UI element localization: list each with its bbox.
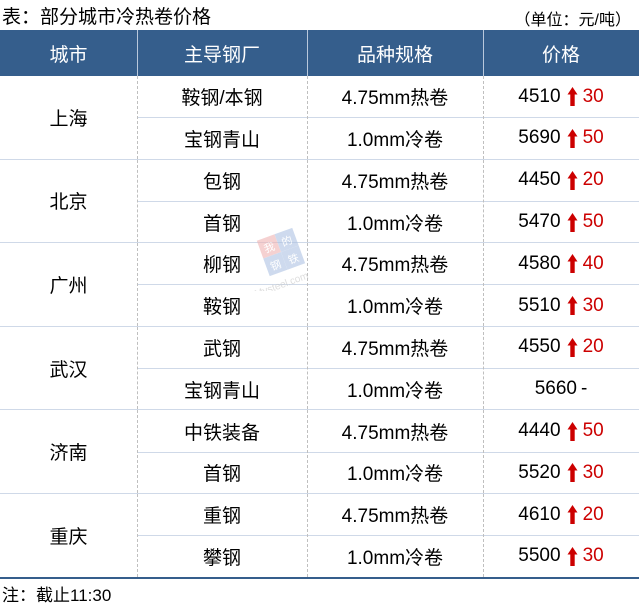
- svg-text:Mysteel.com: Mysteel.com: [253, 271, 310, 292]
